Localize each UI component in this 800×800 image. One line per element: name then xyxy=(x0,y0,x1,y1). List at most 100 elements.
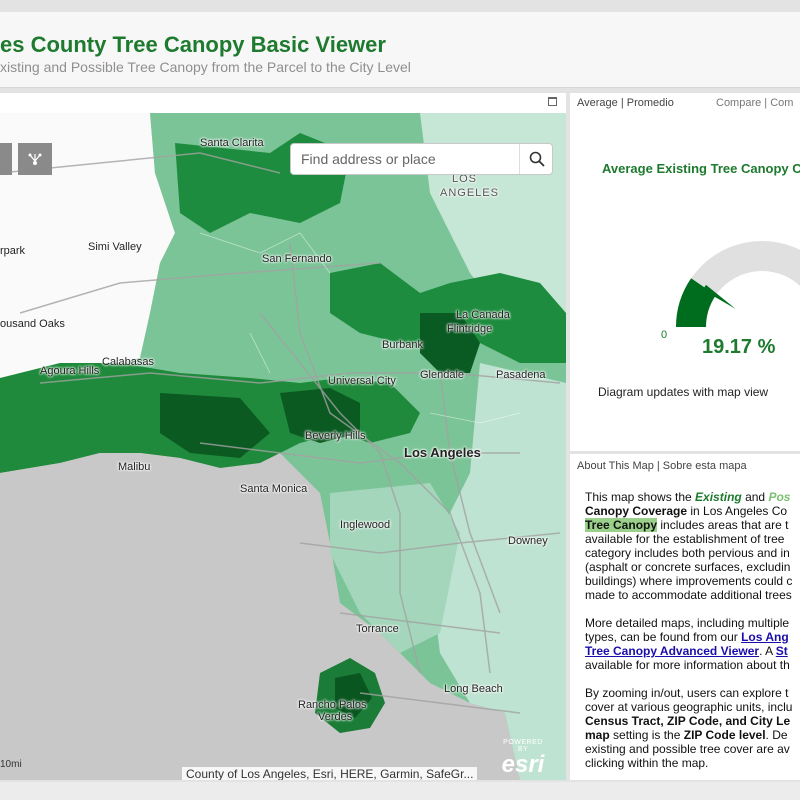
text: More detailed maps, including multiple xyxy=(585,616,790,630)
search-button[interactable] xyxy=(519,144,553,174)
text: This map shows the xyxy=(585,490,696,504)
text: (asphalt or concrete surfaces, excludin xyxy=(585,560,791,574)
label-los-angeles: Los Angeles xyxy=(404,445,481,460)
label-torrance: Torrance xyxy=(356,623,399,635)
canopy-palos-verdes-dark xyxy=(335,673,372,718)
possible-term: Pos xyxy=(768,490,791,504)
gauge-panel: Average | Promedio Compare | Com Average… xyxy=(570,93,800,451)
zip-code-level: ZIP Code level xyxy=(683,728,766,742)
existing-term: Existing xyxy=(695,490,742,504)
text: available for more information about th xyxy=(585,658,790,672)
border-lines xyxy=(199,232,521,424)
text: and xyxy=(741,490,769,504)
canopy-darkest-mtns-west xyxy=(160,393,270,458)
tab-average[interactable]: Average | Promedio xyxy=(577,97,674,109)
gauge-title: Average Existing Tree Canopy C xyxy=(602,161,800,176)
about-paragraph-3: By zooming in/out, users can explore t c… xyxy=(585,686,800,770)
map-panel: Santa Clarita LOS ANGELES Simi Valley rp… xyxy=(0,93,566,780)
share-icon xyxy=(28,153,42,165)
gauge-needle xyxy=(702,284,736,309)
tree-canopy-term: Tree Canopy xyxy=(585,518,658,532)
canopy-coverage-term: Canopy Coverage xyxy=(585,504,688,518)
label-beverly-hills: Beverly Hills xyxy=(305,430,366,442)
app-header: es County Tree Canopy Basic Viewer xisti… xyxy=(0,12,800,88)
label-pasadena: Pasadena xyxy=(496,369,546,381)
label-santa-monica: Santa Monica xyxy=(240,483,308,495)
text: types, can be found from our xyxy=(585,630,742,644)
tab-about[interactable]: About This Map | Sobre esta mapa xyxy=(577,460,747,472)
gauge-note: Diagram updates with map view xyxy=(598,385,769,399)
bottom-bar xyxy=(0,782,800,800)
text: . De xyxy=(765,728,788,742)
esri-name: esri xyxy=(501,751,545,778)
gauge-value: 19.17 % xyxy=(702,336,776,358)
label-inglewood: Inglewood xyxy=(340,519,391,531)
text: in Los Angeles Co xyxy=(687,504,788,518)
label-thousand-oaks: ousand Oaks xyxy=(0,318,65,330)
about-paragraph-1: This map shows the Existing and Pos Cano… xyxy=(585,490,800,602)
advanced-viewer-link-2[interactable]: Tree Canopy Advanced Viewer xyxy=(585,644,760,658)
geography-levels: Census Tract, ZIP Code, and City Le xyxy=(585,714,791,728)
search-widget xyxy=(290,143,553,175)
label-universal-city: Universal City xyxy=(328,375,396,387)
map-view[interactable]: Santa Clarita LOS ANGELES Simi Valley rp… xyxy=(0,113,566,780)
label-glendale: Glendale xyxy=(420,369,465,381)
canopy-light-center xyxy=(330,483,460,653)
search-input[interactable] xyxy=(291,144,519,174)
label-rancho-palos: Rancho Palos xyxy=(298,699,367,711)
label-simi-valley: Simi Valley xyxy=(88,241,142,253)
app-subtitle: xisting and Possible Tree Canopy from th… xyxy=(0,59,411,75)
tab-compare[interactable]: Compare | Com xyxy=(716,97,794,109)
label-downey: Downey xyxy=(508,535,548,547)
label-calabasas: Calabasas xyxy=(102,356,154,368)
map-panel-header xyxy=(0,93,566,113)
label-verdes: Verdes xyxy=(318,711,353,723)
label-los-angeles-forest-1: LOS xyxy=(452,173,478,185)
text: made to accommodate additional trees xyxy=(585,588,792,602)
text: includes areas that are t xyxy=(657,518,789,532)
text: existing and possible tree cover are av xyxy=(585,742,790,756)
scale-bar: 10mi xyxy=(0,759,22,770)
label-los-angeles-forest-2: ANGELES xyxy=(440,187,499,199)
search-icon xyxy=(529,151,545,167)
label-flintridge: Flintridge xyxy=(447,323,493,335)
label-malibu: Malibu xyxy=(118,461,151,473)
label-moorpark: rpark xyxy=(0,245,26,257)
text: map xyxy=(585,728,610,742)
text: cover at various geographic units, inclu xyxy=(585,700,793,714)
canopy-darkest-mtns-east xyxy=(280,388,360,443)
text: category includes both pervious and in xyxy=(585,546,790,560)
map-tool-button[interactable] xyxy=(0,143,12,175)
story-map-link[interactable]: St xyxy=(775,644,788,658)
about-panel: About This Map | Sobre esta mapa This ma… xyxy=(570,454,800,780)
ventura-county-area xyxy=(0,113,175,393)
label-long-beach: Long Beach xyxy=(444,683,503,695)
gauge-min-label: 0 xyxy=(661,329,668,341)
esri-powered-by: POWERED BY xyxy=(503,739,543,753)
share-button[interactable] xyxy=(18,143,52,175)
label-la-canada: La Canada xyxy=(456,309,510,321)
text: . A xyxy=(759,644,776,658)
text: By zooming in/out, users can explore t xyxy=(585,686,789,700)
about-tabs: About This Map | Sobre esta mapa xyxy=(570,454,800,474)
text: clicking within the map. xyxy=(585,756,709,770)
text: setting is the xyxy=(609,728,684,742)
text: buildings) where improvements could c xyxy=(585,574,793,588)
canopy-darkest-flintridge xyxy=(420,313,480,373)
maximize-icon[interactable] xyxy=(548,97,557,106)
gauge-tabs: Average | Promedio Compare | Com xyxy=(570,93,800,113)
about-text: This map shows the Existing and Pos Cano… xyxy=(585,490,800,780)
label-san-fernando: San Fernando xyxy=(262,253,332,265)
app-title: es County Tree Canopy Basic Viewer xyxy=(0,32,386,57)
gauge-chart xyxy=(676,241,800,327)
label-agoura-hills: Agoura Hills xyxy=(40,365,100,377)
canopy-light-se xyxy=(430,363,566,780)
about-paragraph-2: More detailed maps, including multiple t… xyxy=(585,616,800,672)
text: available for the establishment of tree xyxy=(585,532,785,546)
label-santa-clarita: Santa Clarita xyxy=(200,137,264,149)
advanced-viewer-link[interactable]: Los Ang xyxy=(741,630,789,644)
esri-logo: POWERED BY esri xyxy=(498,739,548,779)
map-canvas xyxy=(0,113,566,780)
map-attribution[interactable]: County of Los Angeles, Esri, HERE, Garmi… xyxy=(182,767,478,780)
label-burbank: Burbank xyxy=(382,339,423,351)
